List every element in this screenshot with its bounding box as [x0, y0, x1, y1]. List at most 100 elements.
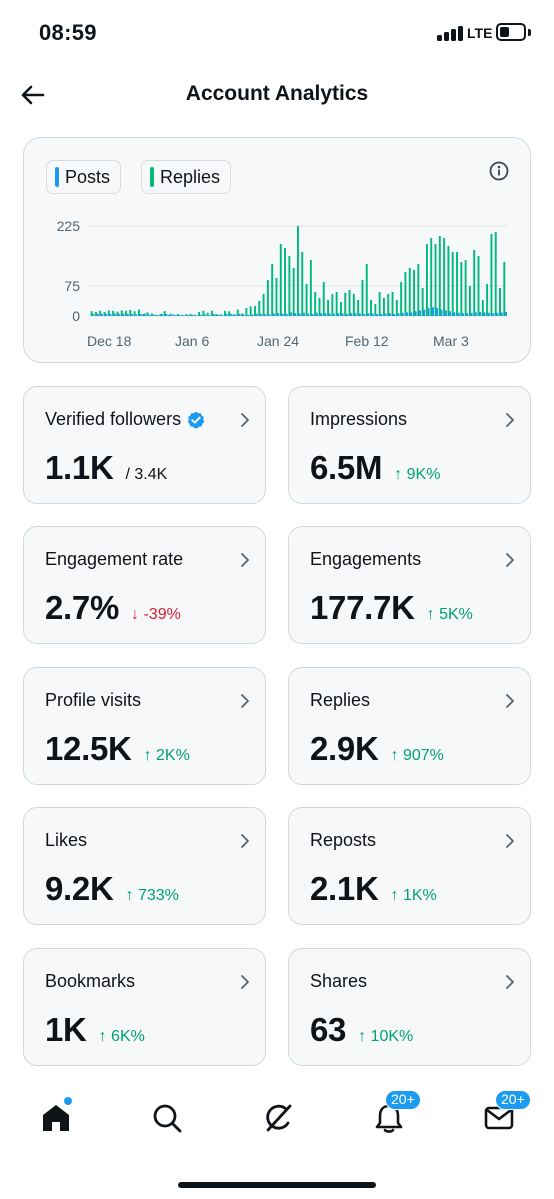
posts-swatch	[55, 167, 59, 187]
posts-bar	[229, 314, 232, 316]
legend-posts-toggle[interactable]: Posts	[46, 160, 122, 194]
metric-label: Verified followers	[45, 409, 205, 430]
posts-bar	[191, 314, 194, 316]
metric-card-engagements[interactable]: Engagements 177.7K ↑ 5K%	[288, 526, 531, 644]
metric-label-text: Engagement rate	[45, 549, 184, 569]
replies-bar	[486, 284, 489, 316]
home-unread-dot	[64, 1097, 72, 1105]
posts-bar	[440, 309, 443, 316]
replies-bar	[468, 286, 471, 316]
posts-bar	[444, 310, 447, 316]
nav-search[interactable]	[149, 1100, 185, 1136]
posts-bar	[135, 314, 138, 316]
posts-bar	[453, 312, 456, 316]
posts-bar	[479, 312, 482, 316]
replies-bar	[413, 270, 415, 316]
posts-bar	[303, 312, 305, 316]
posts-bar	[148, 314, 151, 316]
metric-label: Engagement rate	[45, 549, 183, 570]
metric-total: / 3.4K	[125, 466, 168, 483]
posts-bar	[268, 314, 271, 316]
search-icon	[153, 1104, 182, 1133]
posts-bar	[204, 314, 207, 316]
metric-card-impressions[interactable]: Impressions 6.5M ↑ 9K%	[288, 386, 531, 504]
metric-label-text: Verified followers	[45, 409, 182, 429]
replies-bar	[456, 252, 458, 316]
metric-value-row: 1K ↑ 6K%	[45, 1011, 145, 1049]
replies-bar	[348, 290, 351, 316]
legend-posts-label: Posts	[65, 166, 111, 187]
posts-bar	[290, 312, 293, 316]
y-tick-label: 225	[57, 218, 81, 234]
metric-card-verified-followers[interactable]: Verified followers 1.1K / 3.4K	[23, 386, 266, 504]
posts-bar	[217, 314, 219, 316]
replies-bar	[241, 313, 244, 316]
replies-bar	[305, 284, 308, 316]
nav-messages[interactable]: 20+	[481, 1090, 531, 1136]
posts-bar	[122, 313, 125, 316]
chevron-right-icon	[506, 413, 514, 427]
metric-card-engagement-rate[interactable]: Engagement rate 2.7% ↓ -39%	[23, 526, 266, 644]
posts-bar	[311, 314, 314, 316]
replies-bar	[211, 310, 213, 316]
metric-card-reposts[interactable]: Reposts 2.1K ↑ 1K%	[288, 807, 531, 925]
metric-label-text: Engagements	[310, 549, 422, 569]
replies-bar	[254, 306, 256, 316]
nav-home[interactable]	[38, 1097, 74, 1136]
replies-bar	[176, 314, 179, 316]
posts-bar	[483, 312, 486, 316]
metric-value: 177.7K	[310, 589, 415, 626]
posts-bar	[96, 313, 99, 316]
posts-bar	[505, 312, 507, 316]
back-arrow-icon	[21, 85, 45, 105]
replies-bar	[395, 300, 398, 316]
metric-card-profile-visits[interactable]: Profile visits 12.5K ↑ 2K%	[23, 667, 266, 785]
metric-card-shares[interactable]: Shares 63 ↑ 10K%	[288, 948, 531, 1066]
metric-card-likes[interactable]: Likes 9.2K ↑ 733%	[23, 807, 266, 925]
home-indicator	[178, 1182, 376, 1188]
metric-change: ↑ 6K%	[98, 1028, 145, 1045]
posts-bar	[169, 313, 172, 316]
posts-bar	[414, 311, 417, 316]
cellular-signal-icon	[437, 25, 463, 41]
posts-bar	[131, 314, 133, 316]
chevron-right-icon	[241, 413, 249, 427]
posts-bar	[178, 314, 181, 316]
posts-bar	[401, 312, 404, 316]
posts-bar	[221, 315, 224, 316]
chevron-right-icon	[241, 694, 249, 708]
legend-replies-toggle[interactable]: Replies	[141, 160, 232, 194]
back-button[interactable]	[18, 80, 48, 110]
replies-bar	[155, 314, 158, 316]
replies-bar	[447, 246, 450, 316]
nav-grok[interactable]	[260, 1100, 296, 1136]
posts-bar	[470, 312, 473, 316]
metric-card-replies[interactable]: Replies 2.9K ↑ 907%	[288, 667, 531, 785]
posts-bar	[457, 312, 460, 316]
replies-bar	[163, 311, 166, 316]
replies-bar	[258, 300, 261, 316]
posts-bar	[462, 313, 465, 316]
metric-change: ↓ -39%	[131, 606, 181, 623]
replies-bar	[232, 314, 235, 316]
metric-value-row: 6.5M ↑ 9K%	[310, 449, 440, 487]
messages-badge: 20+	[495, 1090, 531, 1110]
replies-bar	[150, 313, 153, 316]
page-title: Account Analytics	[185, 82, 369, 105]
posts-bar	[255, 313, 258, 316]
metric-change: ↑ 5K%	[426, 606, 473, 623]
metric-value-row: 177.7K ↑ 5K%	[310, 589, 473, 627]
posts-bar	[126, 314, 129, 316]
posts-bar	[260, 314, 262, 316]
replies-bar	[357, 300, 360, 316]
replies-bar	[374, 304, 377, 316]
posts-bar	[474, 312, 477, 316]
metric-card-bookmarks[interactable]: Bookmarks 1K ↑ 6K%	[23, 948, 266, 1066]
metric-label: Replies	[310, 690, 370, 711]
posts-bar	[496, 312, 499, 316]
nav-notifications[interactable]: 20+	[371, 1090, 421, 1136]
replies-bar	[417, 264, 420, 316]
info-icon[interactable]	[488, 160, 510, 182]
posts-bar	[358, 313, 361, 316]
metric-label: Profile visits	[45, 690, 141, 711]
